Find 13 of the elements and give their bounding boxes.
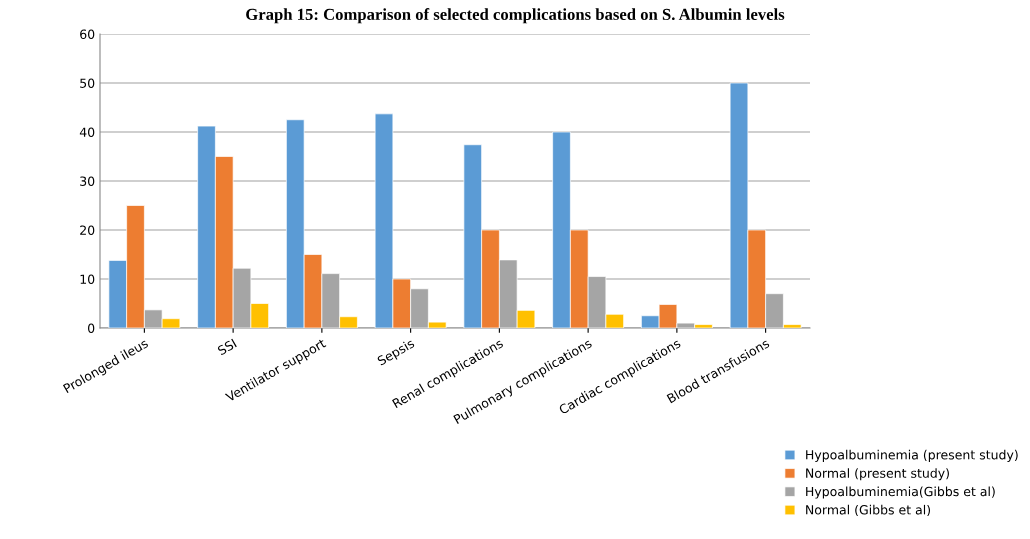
x-tick-label: SSI [217,338,237,356]
legend-label: Hypoalbuminemia(Gibbs et al) [806,486,995,499]
y-tick-label: 30 [80,176,95,186]
y-tick-label: 10 [80,274,95,284]
y-tick-label: 0 [88,323,95,333]
y-tick-label: 40 [79,127,95,137]
chart-title: Graph 15: Comparison of selected complications based on S. Albumin levels [246,8,785,24]
y-tick-label: 60 [80,29,95,39]
y-tick-label: 50 [80,78,95,88]
legend-label: Normal (Gibbs et al) [806,504,931,517]
legend-label: Hypoalbuminemia (present study) [806,449,1018,462]
legend-label: Normal (present study) [806,468,949,481]
y-tick-label: 20 [80,225,95,235]
